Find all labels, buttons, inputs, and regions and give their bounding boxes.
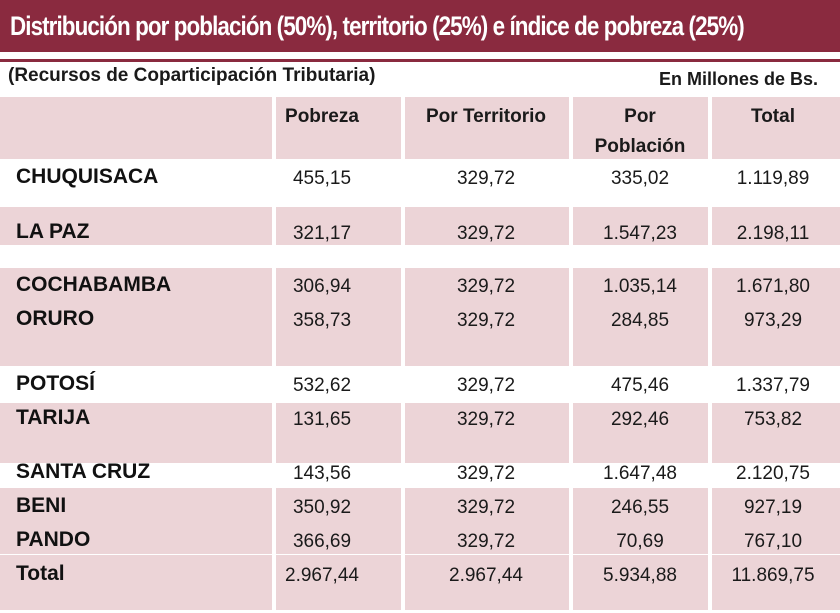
table-cell: 1.035,14 — [603, 276, 677, 297]
table-cell: 350,92 — [293, 497, 351, 518]
total-cell: 2.967,44 — [285, 565, 359, 586]
row-band — [0, 207, 840, 245]
table-cell: 284,85 — [611, 310, 669, 331]
row-band — [0, 403, 840, 463]
column-header: Por Territorio — [426, 106, 546, 127]
row-label: CHUQUISACA — [16, 165, 158, 188]
row-label: POTOSÍ — [16, 372, 96, 395]
column-header: Total — [751, 106, 795, 127]
table-cell: 329,72 — [457, 375, 515, 396]
row-label: TARIJA — [16, 406, 90, 429]
table-cell: 335,02 — [611, 168, 669, 189]
table-cell: 2.120,75 — [736, 463, 810, 484]
row-band — [0, 302, 840, 366]
table-cell: 143,56 — [293, 463, 351, 484]
row-label: SANTA CRUZ — [16, 460, 150, 483]
total-cell: 2.967,44 — [449, 565, 523, 586]
title-bar — [0, 0, 840, 52]
table-cell: 329,72 — [457, 168, 515, 189]
table-cell: 973,29 — [744, 310, 802, 331]
table-cell: 1.647,48 — [603, 463, 677, 484]
row-label: COCHABAMBA — [16, 273, 171, 296]
page-title: Distribución por población (50%), territ… — [10, 11, 745, 41]
row-band — [0, 555, 840, 610]
table-cell: 455,15 — [293, 168, 351, 189]
table-cell: 329,72 — [457, 223, 515, 244]
table-cell: 2.198,11 — [737, 223, 810, 244]
table-cell: 292,46 — [611, 409, 669, 430]
table-cell: 1.547,23 — [603, 223, 677, 244]
column-header: Población — [595, 136, 686, 157]
table-cell: 329,72 — [457, 463, 515, 484]
units-label: En Millones de Bs. — [658, 69, 818, 89]
table-cell: 767,10 — [744, 531, 802, 552]
row-label: PANDO — [16, 528, 90, 551]
row-label: ORURO — [16, 307, 94, 330]
title-rule — [0, 59, 840, 62]
row-label: LA PAZ — [16, 220, 90, 243]
table-cell: 321,17 — [293, 223, 351, 244]
table-cell: 532,62 — [293, 375, 351, 396]
row-band — [0, 97, 840, 159]
table-cell: 1.337,79 — [736, 375, 810, 396]
table-cell: 329,72 — [457, 531, 515, 552]
column-header: Por — [624, 106, 656, 127]
table-cell: 1.119,89 — [737, 168, 810, 189]
table-cell: 366,69 — [293, 531, 351, 552]
table-cell: 1.671,80 — [736, 276, 810, 297]
table-cell: 306,94 — [293, 276, 352, 297]
row-band — [0, 268, 840, 304]
row-label: BENI — [16, 494, 66, 517]
table-cell: 927,19 — [744, 497, 802, 518]
table-cell: 131,65 — [293, 409, 351, 430]
total-label: Total — [16, 562, 65, 585]
table-cell: 246,55 — [611, 497, 669, 518]
table-cell: 329,72 — [457, 409, 515, 430]
table-cell: 70,69 — [616, 531, 664, 552]
column-header: Pobreza — [285, 106, 359, 127]
table-cell: 329,72 — [457, 310, 515, 331]
table-cell: 358,73 — [293, 310, 351, 331]
total-cell: 11.869,75 — [731, 565, 814, 586]
table-subtitle: (Recursos de Coparticipación Tributaria) — [8, 65, 376, 86]
table-cell: 329,72 — [457, 276, 515, 297]
table-cell: 475,46 — [611, 375, 669, 396]
table-cell: 329,72 — [457, 497, 515, 518]
table-cell: 753,82 — [744, 409, 802, 430]
row-band — [0, 522, 840, 554]
total-cell: 5.934,88 — [603, 565, 677, 586]
